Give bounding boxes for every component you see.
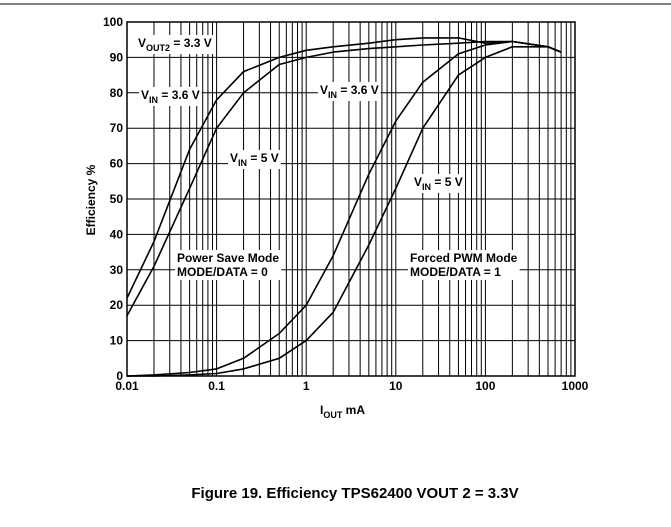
x-axis-label: IOUT mA — [320, 403, 365, 420]
caption: Figure 19. Efficiency TPS62400 VOUT 2 = … — [191, 485, 518, 502]
annotation-bg — [408, 250, 520, 280]
annotation-rest: = 3.3 V — [170, 36, 212, 50]
efficiency-line — [126, 37, 562, 299]
annotation-rest: = 5 V — [247, 151, 279, 165]
y-tick-label: 90 — [110, 50, 124, 64]
x-tick-label: 1 — [303, 379, 310, 393]
x-axis-label-main: I — [320, 403, 323, 417]
annotation: MODE/DATA = 0 — [177, 265, 268, 279]
annotation-rest: = 3.6 V — [158, 88, 200, 102]
annotation-main: V — [320, 83, 328, 97]
y-tick-label: 60 — [110, 157, 124, 171]
annotation: Power Save Mode — [177, 251, 279, 265]
annotation: VIN = 5 V — [230, 151, 279, 168]
annotation-bg — [228, 150, 281, 169]
y-tick-label: 30 — [110, 263, 124, 277]
annotation-bg — [318, 82, 381, 101]
annotation-bg — [412, 174, 465, 193]
annotation-bg — [136, 35, 214, 54]
y-tick-label: 10 — [110, 334, 124, 348]
y-tick-label: 70 — [110, 121, 124, 135]
annotation-main: V — [138, 36, 146, 50]
annotation: VIN = 3.6 V — [141, 88, 200, 105]
annotation: VIN = 5 V — [414, 175, 463, 192]
efficiency-line — [126, 40, 562, 317]
x-tick-label: 0.1 — [208, 379, 225, 393]
efficiency-line — [127, 46, 562, 377]
y-tick-label: 100 — [103, 15, 123, 29]
annotation-sub: IN — [328, 90, 337, 100]
annotation-bg — [175, 250, 282, 280]
annotation-sub: IN — [422, 182, 431, 192]
y-axis-label: Efficiency % — [84, 164, 98, 235]
plot-frame — [126, 21, 576, 377]
annotation-rest: = 3.6 V — [337, 83, 379, 97]
x-tick-label: 100 — [475, 379, 495, 393]
annotation-sub: IN — [149, 95, 158, 105]
annotation-sub: OUT2 — [146, 43, 170, 53]
annotation-bg — [139, 87, 202, 106]
annotation-main: V — [230, 151, 238, 165]
y-tick-label: 20 — [110, 298, 124, 312]
y-tick-label: 0 — [116, 369, 123, 383]
annotation-sub: IN — [238, 158, 247, 168]
y-tick-label: 80 — [110, 86, 124, 100]
y-tick-label: 40 — [110, 227, 124, 241]
x-tick-label: 1000 — [562, 379, 589, 393]
annotation: Forced PWM Mode — [410, 251, 518, 265]
annotation: VIN = 3.6 V — [320, 83, 379, 100]
annotation-main: V — [414, 175, 422, 189]
x-axis-label-rest: mA — [342, 403, 365, 417]
x-tick-label: 0.01 — [115, 379, 139, 393]
y-tick-label: 50 — [110, 192, 124, 206]
x-axis-label-sub: OUT — [323, 410, 343, 420]
annotation-main: V — [141, 88, 149, 102]
annotation-rest: = 5 V — [431, 175, 463, 189]
efficiency-line — [126, 40, 562, 377]
annotation: VOUT2 = 3.3 V — [138, 36, 212, 53]
x-tick-label: 10 — [389, 379, 403, 393]
annotation: MODE/DATA = 1 — [410, 265, 501, 279]
